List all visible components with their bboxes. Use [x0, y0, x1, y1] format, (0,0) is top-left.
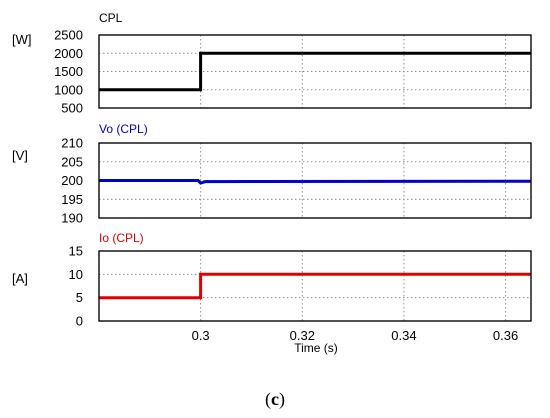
plot-border	[98, 250, 532, 322]
x-tick-label: 0.32	[290, 328, 315, 343]
panel-title-cpl: CPL	[99, 11, 123, 25]
x-tick-label: 0.3	[192, 328, 210, 343]
panel-title-vo: Vo (CPL)	[99, 122, 148, 136]
x-axis-label: Time (s)	[294, 341, 338, 355]
y-tick-label: 1500	[54, 64, 83, 79]
plot-border	[98, 34, 532, 109]
y-tick-label: 190	[61, 211, 83, 226]
y-tick-label: 0	[76, 314, 83, 329]
y-tick-label: 1000	[54, 82, 83, 97]
panel-title-io: Io (CPL)	[99, 231, 144, 245]
x-tick-label: 0.34	[391, 328, 416, 343]
panel-io: Io (CPL) [A] 0 5 10 15 0.3 0.32 0.34 0.36	[12, 231, 532, 343]
y-unit-current: [A]	[12, 271, 28, 286]
plot-border	[98, 142, 532, 219]
y-tick-label: 2500	[54, 28, 83, 43]
panel-vo: Vo (CPL) [V] 190 195 200 205 210	[12, 122, 532, 226]
y-unit-power: [W]	[12, 32, 32, 47]
plot-frame	[98, 250, 532, 322]
y-tick-label: 2000	[54, 46, 83, 61]
panel-cpl-power: CPL [W] 500 1000 1500 2000 2500	[12, 11, 532, 116]
y-tick-label: 15	[69, 244, 83, 259]
y-tick-label: 5	[76, 290, 83, 305]
series-line	[99, 272, 531, 300]
y-tick-label: 195	[61, 192, 83, 207]
y-tick-label: 500	[61, 101, 83, 116]
series-line	[99, 179, 532, 185]
y-tick-label: 200	[61, 173, 83, 188]
series-line	[99, 51, 531, 92]
x-tick-label: 0.36	[493, 328, 518, 343]
y-unit-voltage: [V]	[12, 148, 28, 163]
y-tick-label: 210	[61, 136, 83, 151]
y-tick-label: 10	[69, 267, 83, 282]
figure-caption: (c)	[265, 389, 285, 410]
y-tick-label: 205	[61, 154, 83, 169]
